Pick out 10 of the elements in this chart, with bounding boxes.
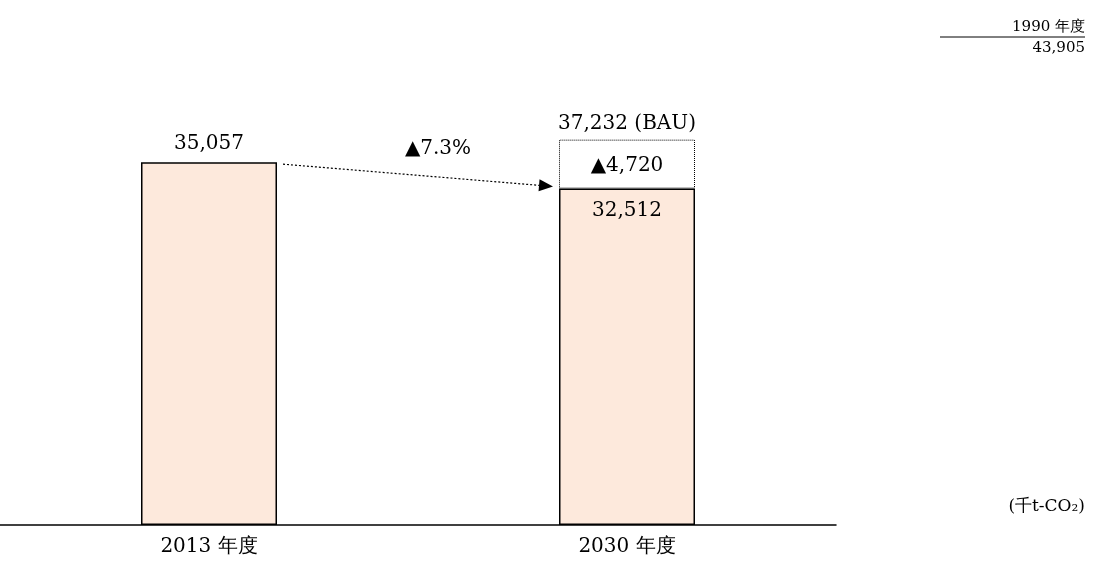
data-label: 35,057 [174,130,244,155]
total-label: 37,232 (BAU) [558,109,696,134]
data-label: ▲4,720 [590,152,664,177]
x-tick-label: 2013 年度 [160,533,258,557]
text: (千t-CO₂) [1008,495,1085,515]
annotation: ▲7.3% [404,135,472,160]
text: 43,905 [1032,37,1085,56]
x-tick-label: 2030 年度 [578,533,676,557]
text: 1990 年度 [1012,16,1085,35]
data-label: 32,512 [592,196,662,221]
